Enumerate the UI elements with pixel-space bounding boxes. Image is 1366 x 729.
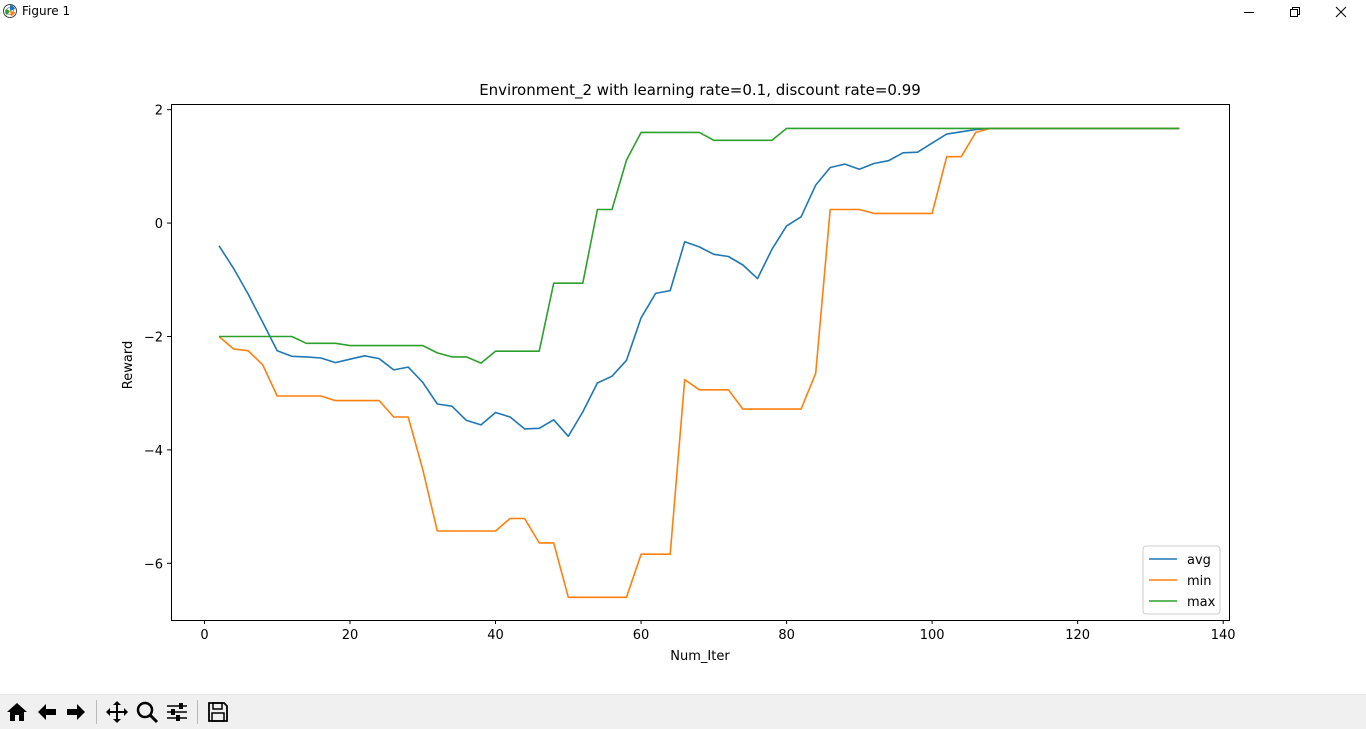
x-tick-label: 0 bbox=[200, 628, 208, 643]
matplotlib-icon bbox=[3, 4, 17, 18]
back-icon bbox=[38, 704, 56, 720]
legend-label-min: min bbox=[1187, 574, 1212, 589]
axes-frame bbox=[171, 104, 1230, 621]
restore-icon bbox=[1290, 7, 1300, 17]
y-tick-label: 0 bbox=[155, 217, 163, 232]
save-button[interactable] bbox=[204, 697, 232, 727]
save-icon bbox=[208, 702, 228, 722]
x-tick-label: 100 bbox=[920, 628, 945, 643]
navigation-toolbar bbox=[0, 694, 1366, 729]
legend: avg min max bbox=[1142, 545, 1221, 615]
x-tick-label: 140 bbox=[1211, 628, 1236, 643]
series-line-max bbox=[219, 127, 1180, 364]
chart-title: Environment_2 with learning rate=0.1, di… bbox=[479, 81, 921, 100]
line-chart: Environment_2 with learning rate=0.1, di… bbox=[121, 81, 1236, 664]
figure-canvas: Environment_2 with learning rate=0.1, di… bbox=[0, 24, 1366, 694]
x-tick-label: 120 bbox=[1065, 628, 1090, 643]
pan-icon bbox=[106, 701, 128, 723]
close-button[interactable] bbox=[1318, 0, 1364, 24]
zoom-icon bbox=[136, 701, 159, 724]
series-line-avg bbox=[218, 127, 1180, 438]
x-tick-label: 40 bbox=[487, 628, 504, 643]
back-button[interactable] bbox=[33, 697, 61, 727]
close-icon bbox=[1335, 6, 1347, 18]
series-line-min bbox=[218, 127, 1180, 599]
toolbar-separator bbox=[96, 700, 97, 724]
forward-icon bbox=[67, 704, 85, 720]
minimize-button[interactable] bbox=[1226, 0, 1272, 24]
zoom-button[interactable] bbox=[133, 697, 161, 727]
configure-subplots-icon bbox=[167, 703, 187, 721]
y-tick-label: −6 bbox=[144, 557, 163, 572]
y-tick-label: −2 bbox=[144, 330, 163, 345]
y-tick-label: −4 bbox=[144, 444, 163, 459]
home-button[interactable] bbox=[3, 697, 31, 727]
plot-area: 0 20 40 60 80 100 120 140 −6 −4 −2 0 2 bbox=[144, 104, 1236, 643]
pan-button[interactable] bbox=[103, 697, 131, 727]
window-title: Figure 1 bbox=[22, 4, 71, 18]
toolbar-separator bbox=[197, 700, 198, 724]
x-tick-label: 80 bbox=[778, 628, 795, 643]
x-tick-label: 20 bbox=[342, 628, 359, 643]
legend-label-avg: avg bbox=[1187, 553, 1211, 568]
configure-subplots-button[interactable] bbox=[163, 697, 191, 727]
legend-box bbox=[1142, 545, 1221, 615]
minimize-icon bbox=[1244, 12, 1254, 13]
window-titlebar: Figure 1 bbox=[0, 0, 1366, 24]
y-tick-label: 2 bbox=[155, 104, 163, 119]
legend-label-max: max bbox=[1187, 595, 1216, 610]
x-tick-label: 60 bbox=[633, 628, 650, 643]
restore-button[interactable] bbox=[1272, 0, 1318, 24]
forward-button[interactable] bbox=[62, 697, 90, 727]
x-axis-label: Num_Iter bbox=[670, 649, 730, 664]
home-icon bbox=[7, 703, 27, 721]
y-axis-label: Reward bbox=[121, 341, 136, 389]
